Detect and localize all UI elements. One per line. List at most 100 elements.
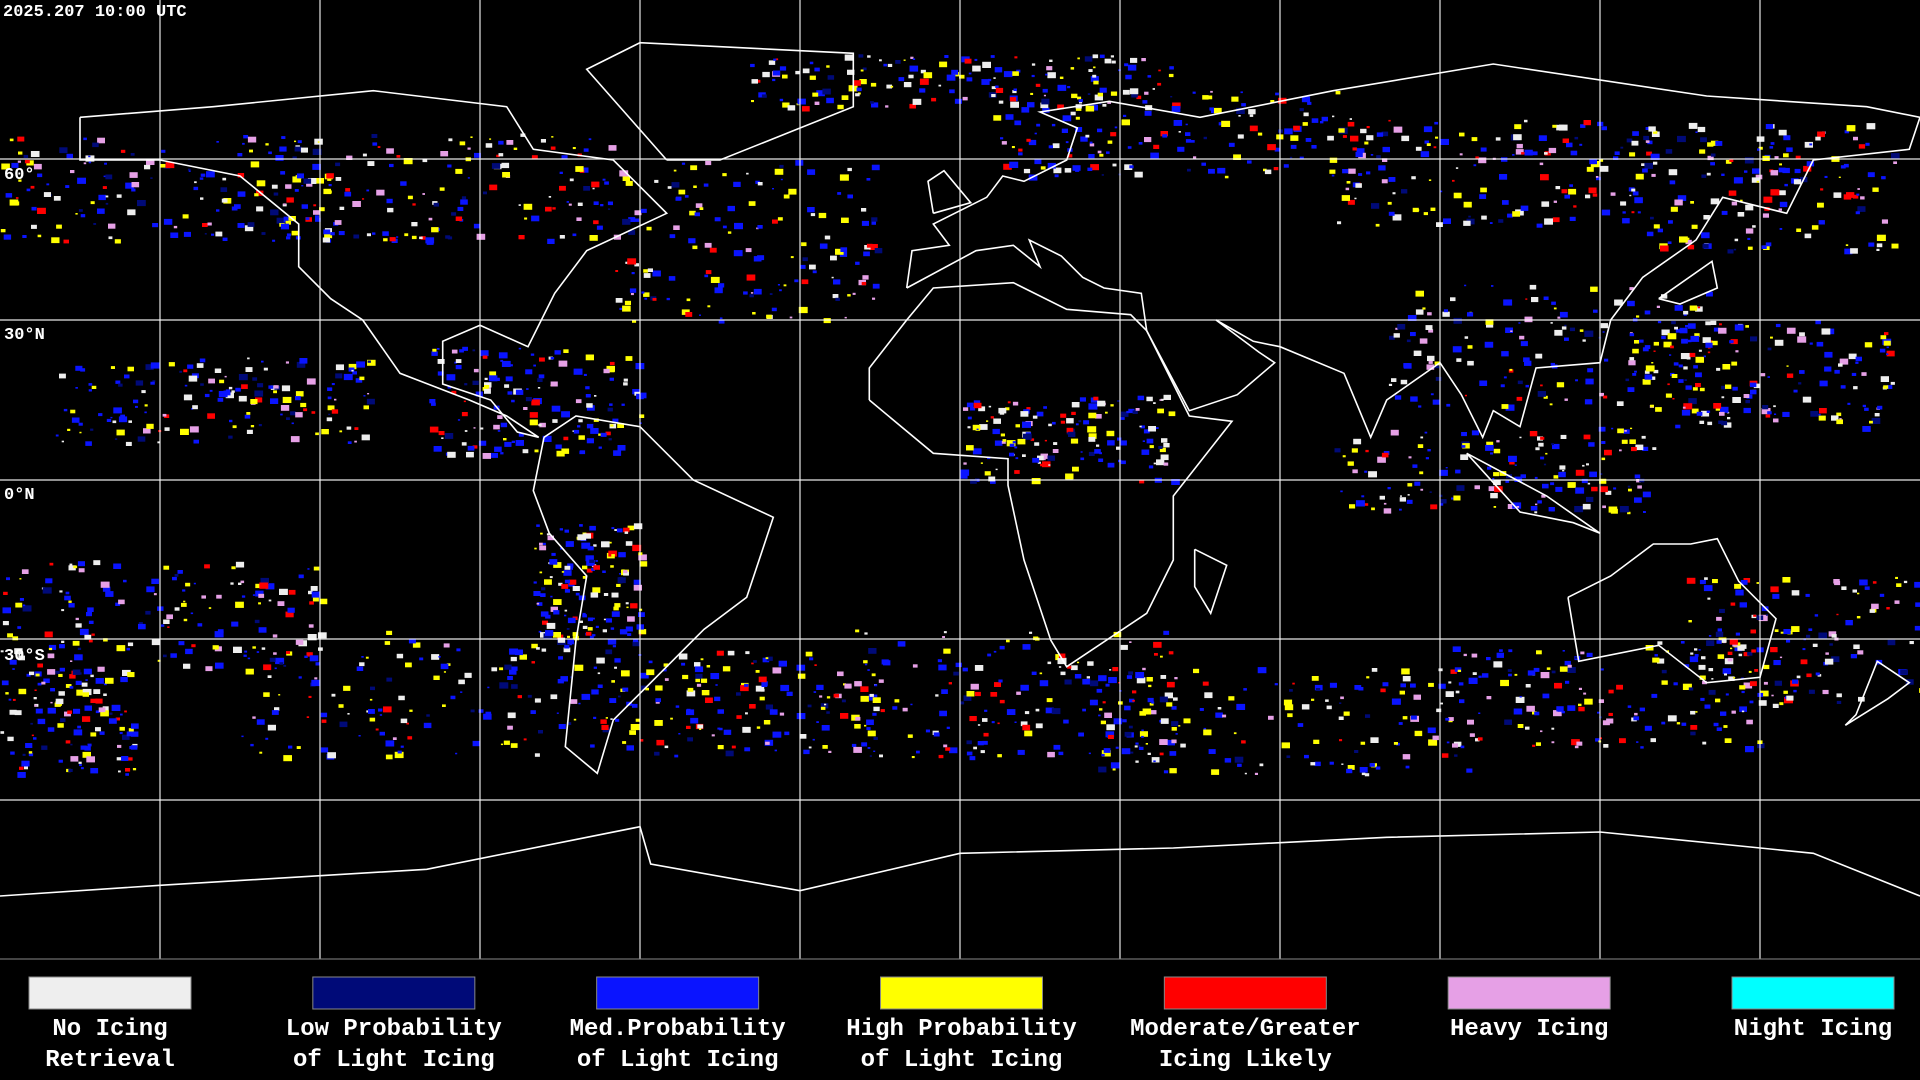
icing-pixel — [883, 63, 888, 67]
icing-pixel — [1400, 683, 1406, 688]
icing-pixel — [1588, 187, 1597, 194]
icing-pixel — [1731, 361, 1738, 366]
icing-pixel — [217, 397, 224, 402]
icing-pixel — [443, 643, 450, 648]
icing-pixel — [547, 535, 554, 541]
icing-pixel — [366, 233, 371, 237]
icing-pixel — [1551, 301, 1556, 305]
icing-pixel — [686, 709, 695, 716]
icing-pixel — [10, 751, 15, 755]
icing-pixel — [1699, 420, 1705, 424]
icing-pixel — [1215, 712, 1223, 718]
icing-pixel — [1710, 153, 1716, 157]
icing-pixel — [1531, 297, 1539, 303]
icing-pixel — [646, 226, 652, 231]
icing-pixel — [1778, 129, 1787, 136]
icing-pixel — [102, 586, 111, 592]
icing-pixel — [1702, 337, 1711, 343]
icing-pixel — [1735, 589, 1744, 596]
icing-pixel — [1129, 641, 1132, 643]
icing-pixel — [578, 435, 585, 440]
icing-pixel — [1500, 679, 1509, 687]
icing-pixel — [1629, 357, 1635, 361]
icing-pixel — [431, 402, 436, 406]
icing-pixel — [1370, 737, 1379, 743]
icing-pixel — [1862, 404, 1866, 408]
icing-pixel — [967, 426, 971, 429]
icing-pixel — [442, 704, 446, 707]
icing-pixel — [425, 237, 435, 244]
icing-pixel — [745, 712, 748, 715]
icing-pixel — [717, 727, 721, 730]
icing-pixel — [615, 298, 623, 303]
icing-pixel — [23, 154, 29, 158]
icing-pixel — [567, 617, 576, 624]
icing-pixel — [639, 414, 645, 418]
icing-pixel — [484, 382, 492, 388]
icing-pixel — [127, 209, 136, 216]
icing-pixel — [1440, 702, 1443, 705]
icing-pixel — [561, 411, 570, 418]
icing-pixel — [126, 731, 134, 737]
icing-pixel — [755, 180, 760, 184]
icing-pixel — [1347, 199, 1355, 205]
icing-pixel — [588, 138, 592, 141]
icing-pixel — [1708, 689, 1716, 695]
icing-pixel — [1557, 316, 1561, 319]
icing-pixel — [1583, 434, 1591, 440]
icing-pixel — [108, 223, 116, 229]
icing-pixel — [841, 699, 846, 703]
icing-pixel — [1499, 174, 1508, 180]
icing-pixel — [1532, 744, 1536, 747]
icing-pixel — [256, 719, 265, 725]
icing-pixel — [1772, 593, 1780, 599]
icing-pixel — [1218, 122, 1224, 126]
icing-pixel — [1334, 448, 1341, 453]
icing-pixel — [100, 710, 109, 717]
icing-pixel — [1660, 245, 1669, 252]
icing-pixel — [1383, 508, 1392, 514]
icing-pixel — [1644, 374, 1653, 380]
icing-pixel — [1419, 471, 1424, 475]
icing-pixel — [447, 386, 452, 389]
icing-pixel — [343, 685, 351, 691]
icing-pixel — [1864, 586, 1870, 590]
icing-pixel — [994, 440, 1003, 446]
icing-pixel — [1784, 183, 1788, 187]
icing-pixel — [252, 377, 258, 381]
icing-pixel — [844, 683, 852, 689]
icing-pixel — [188, 375, 198, 382]
icing-pixel — [150, 177, 153, 179]
icing-pixel — [1520, 341, 1528, 347]
icing-pixel — [506, 140, 514, 145]
icing-pixel — [280, 171, 286, 175]
icing-pixel — [919, 78, 929, 85]
icing-pixel — [1729, 340, 1734, 344]
icing-pixel — [1687, 244, 1695, 250]
icing-pixel — [608, 145, 617, 151]
icing-pixel — [320, 712, 328, 718]
icing-pixel — [112, 420, 117, 424]
icing-pixel — [655, 698, 661, 703]
legend-label: of Light Icing — [577, 1047, 779, 1074]
icing-pixel — [372, 142, 378, 146]
icing-pixel — [779, 66, 787, 71]
icing-pixel — [1237, 134, 1244, 139]
icing-pixel — [509, 648, 518, 655]
icing-pixel — [1579, 143, 1583, 146]
icing-pixel — [1012, 90, 1017, 94]
icing-pixel — [185, 648, 193, 655]
icing-pixel — [647, 268, 653, 272]
icing-pixel — [1102, 103, 1107, 107]
icing-pixel — [1674, 305, 1683, 311]
icing-pixel — [1513, 708, 1523, 715]
icing-pixel — [731, 745, 736, 749]
icing-pixel — [1388, 211, 1395, 216]
icing-pixel — [1346, 768, 1353, 774]
icing-pixel — [538, 423, 542, 427]
icing-pixel — [774, 749, 777, 752]
icing-pixel — [433, 446, 442, 452]
icing-pixel — [109, 712, 113, 715]
icing-pixel — [438, 656, 441, 658]
icing-pixel — [1466, 768, 1473, 773]
